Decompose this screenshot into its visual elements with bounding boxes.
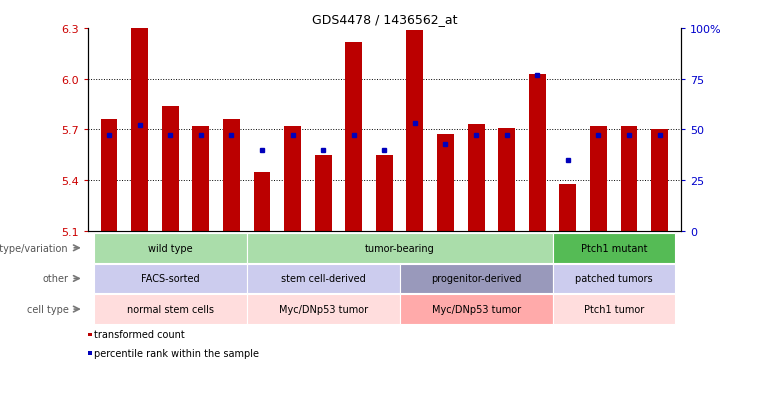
Bar [100,120,117,231]
Bar [468,125,485,231]
Bar [315,155,332,231]
Bar [131,29,148,231]
Bar [376,155,393,231]
Text: normal stem cells: normal stem cells [126,304,214,314]
Bar [651,130,668,231]
Text: other: other [43,274,68,284]
Text: transformed count: transformed count [94,330,184,339]
Text: tumor-bearing: tumor-bearing [365,243,435,253]
Bar [559,184,576,231]
Bar [590,127,607,231]
Bar [162,107,179,231]
Bar [223,120,240,231]
Title: GDS4478 / 1436562_at: GDS4478 / 1436562_at [311,13,457,26]
Text: wild type: wild type [148,243,193,253]
Text: Ptch1 mutant: Ptch1 mutant [581,243,647,253]
Text: percentile rank within the sample: percentile rank within the sample [94,348,259,358]
Bar [621,127,638,231]
Bar [498,128,515,231]
Text: cell type: cell type [27,304,68,314]
Bar [529,74,546,231]
Bar [345,43,362,231]
Bar [406,31,423,231]
Text: genotype/variation: genotype/variation [0,243,68,253]
Text: progenitor-derived: progenitor-derived [431,274,521,284]
Text: Ptch1 tumor: Ptch1 tumor [584,304,644,314]
Bar [437,135,454,231]
Bar [284,127,301,231]
Text: stem cell-derived: stem cell-derived [281,274,365,284]
Text: Myc/DNp53 tumor: Myc/DNp53 tumor [279,304,368,314]
Text: patched tumors: patched tumors [575,274,653,284]
Text: Myc/DNp53 tumor: Myc/DNp53 tumor [431,304,521,314]
Bar [193,127,209,231]
Bar [253,172,270,231]
Text: FACS-sorted: FACS-sorted [141,274,199,284]
